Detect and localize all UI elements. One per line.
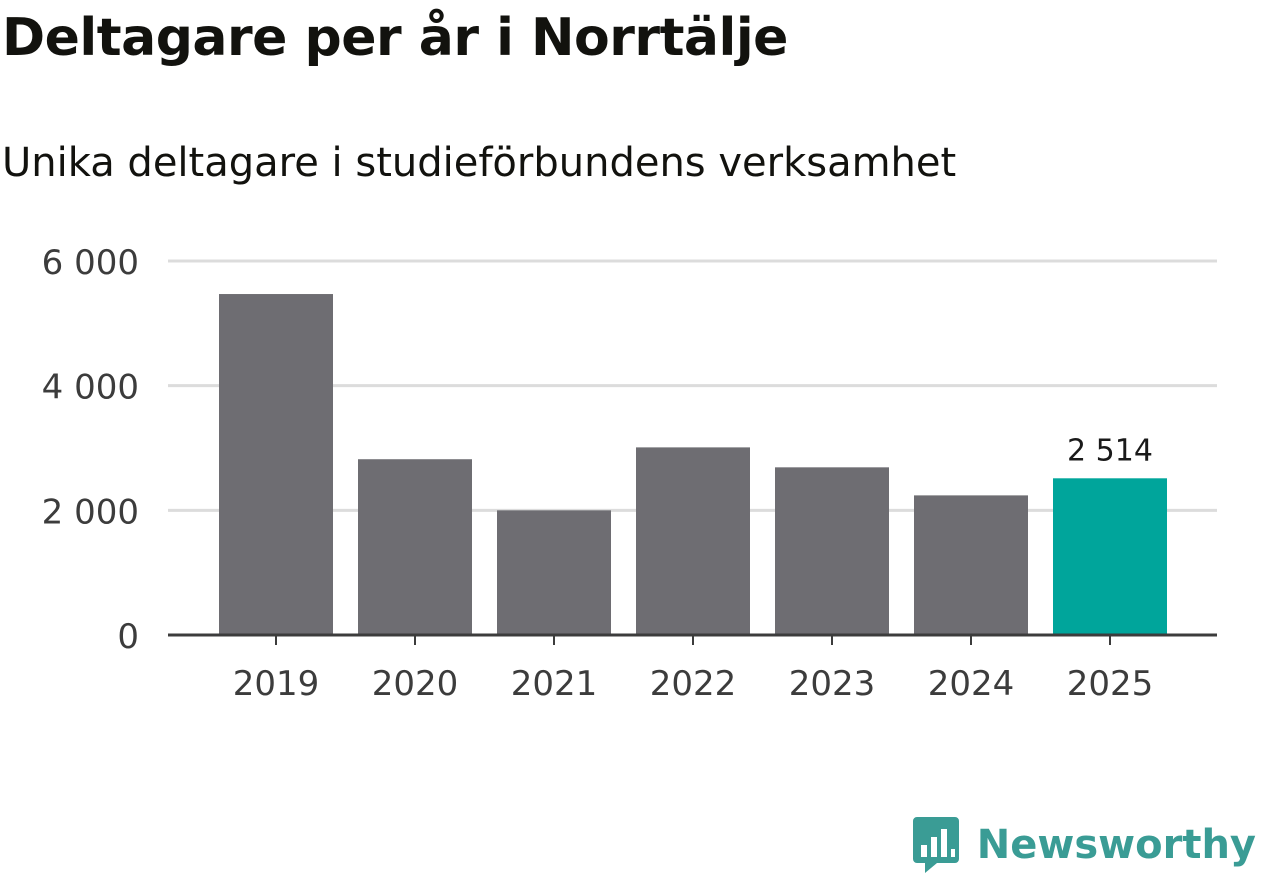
chart-subtitle: Unika deltagare i studieförbundens verks…: [2, 140, 957, 186]
bar-2022: [636, 447, 750, 635]
bar-2023: [775, 467, 889, 635]
y-tick-label: 6 000: [42, 243, 139, 283]
x-tick-label-2022: 2022: [650, 664, 737, 704]
bar-2024: [914, 495, 1028, 635]
newsworthy-brand: Newsworthy: [911, 815, 1256, 875]
bar-2020: [358, 459, 472, 635]
y-tick-label: 4 000: [42, 368, 139, 408]
data-label-2025: 2 514: [1067, 433, 1153, 468]
bar-2019: [219, 294, 333, 635]
data-labels: 2 514: [1067, 433, 1153, 468]
x-tick-label-2019: 2019: [233, 664, 320, 704]
x-tick-label-2023: 2023: [789, 664, 876, 704]
bar-2025: [1053, 478, 1167, 635]
y-tick-labels: 0 2 000 4 000 6 000: [42, 243, 139, 657]
chart-title: Deltagare per år i Norrtälje: [2, 8, 788, 68]
bars: [219, 294, 1167, 635]
y-tick-label: 2 000: [42, 492, 139, 532]
bar-2021: [497, 510, 611, 635]
x-tick-label-2025: 2025: [1067, 664, 1154, 704]
x-axis: [168, 633, 1217, 645]
x-tick-label-2020: 2020: [372, 664, 459, 704]
brand-name: Newsworthy: [976, 822, 1256, 868]
x-tick-labels: 2019 2020 2021 2022 2023 2024 2025: [233, 664, 1154, 704]
x-tick-label-2024: 2024: [928, 664, 1015, 704]
x-tick-label-2021: 2021: [511, 664, 598, 704]
newsworthy-logo-icon: [911, 815, 961, 875]
y-tick-label: 0: [117, 617, 139, 657]
